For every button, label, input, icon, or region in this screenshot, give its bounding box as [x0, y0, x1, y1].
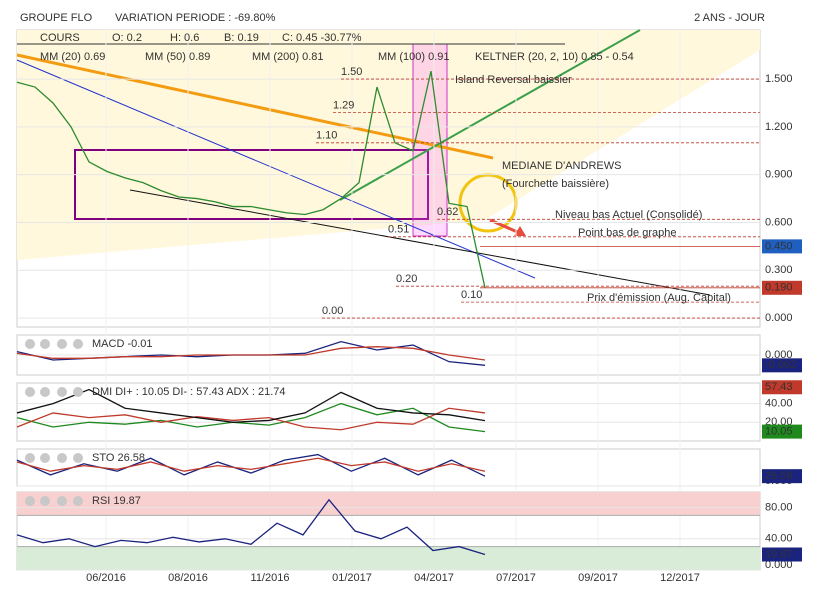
annotation: (Fourchette baissière)	[502, 178, 609, 190]
level-label: 0.62	[437, 206, 458, 218]
y-tick-label: 0.900	[765, 169, 793, 181]
price-flag	[762, 424, 802, 439]
price-flag	[762, 380, 802, 395]
overbought-band	[17, 492, 760, 516]
pitchfork-area	[17, 30, 760, 260]
y-tick-label: 0.000	[765, 312, 793, 324]
legend-item: KELTNER (20, 2, 10) 0.85 - 0.54	[475, 51, 634, 63]
level-label: 1.29	[333, 99, 354, 111]
y-tick-label: 40.00	[765, 397, 793, 409]
line	[16, 388, 486, 423]
panel-icon	[57, 496, 67, 506]
panel-icon	[25, 387, 35, 397]
legend-item: MM (20) 0.69	[40, 51, 105, 63]
y-tick-label: 0.000	[765, 559, 793, 571]
line	[16, 70, 486, 288]
y-tick-label: 0.000	[765, 349, 793, 361]
panel-icon	[25, 339, 35, 349]
line	[16, 346, 486, 361]
annotation: Island Reversal baissier	[455, 74, 572, 86]
trend-line	[339, 29, 641, 201]
y-tick-label: 0.600	[765, 216, 793, 228]
x-tick-label: 11/2016	[251, 572, 290, 584]
panel-icon	[57, 387, 67, 397]
panel-title: RSI 19.87	[92, 495, 141, 507]
price-flag	[762, 358, 802, 373]
panel-icon	[40, 453, 50, 463]
legend-item: COURS	[40, 32, 80, 44]
line	[16, 457, 486, 472]
price-flag-label: 0.450	[765, 240, 793, 252]
price-flag	[762, 239, 802, 254]
range-box	[74, 149, 429, 220]
price-flag-label: 0.190	[765, 282, 793, 294]
legend-item: MM (200) 0.81	[252, 51, 324, 63]
trend-line	[129, 189, 711, 296]
panel-icon	[73, 496, 83, 506]
y-tick-label: 1.500	[765, 73, 793, 85]
trend-line	[16, 59, 536, 279]
panel-icon	[25, 453, 35, 463]
y-tick-label: 80.00	[765, 502, 793, 514]
price-flag-label: 26.58	[765, 470, 793, 482]
period: 2 ANS - JOUR	[694, 12, 765, 24]
x-tick-label: 06/2016	[86, 572, 126, 584]
oversold-band	[17, 546, 760, 570]
x-tick-label: 08/2016	[168, 572, 208, 584]
line	[16, 407, 486, 431]
panel-icon	[40, 387, 50, 397]
panel-icon	[73, 339, 83, 349]
panel-title: MACD -0.01	[92, 338, 153, 350]
annotation: Point bas de graphe	[578, 227, 676, 239]
price-flag-label: -0.062	[765, 359, 796, 371]
level-label: 0.10	[461, 289, 482, 301]
level-label: 0.20	[396, 273, 417, 285]
title: GROUPE FLO	[20, 12, 93, 24]
level-label: 1.50	[341, 66, 362, 78]
level-label: 1.10	[316, 130, 337, 142]
annotation: Prix d'émission (Aug. Capital)	[587, 292, 731, 304]
arrow-head	[514, 226, 526, 236]
panel-icon	[57, 339, 67, 349]
x-tick-label: 07/2017	[496, 572, 536, 584]
sto-panel	[16, 448, 761, 487]
line	[16, 498, 486, 556]
panel-title: STO 26.58	[92, 452, 145, 464]
price-flag-label: 57.43	[765, 381, 793, 393]
andrews-median	[16, 53, 494, 160]
panel-title: DMI DI+ : 10.05 DI- : 57.43 ADX : 21.74	[92, 386, 286, 398]
dmi-panel	[16, 382, 761, 442]
price-flag	[762, 280, 802, 295]
panel-icon	[73, 387, 83, 397]
legend-item: O: 0.2	[112, 32, 142, 44]
panel-icon	[57, 453, 67, 463]
subtitle: VARIATION PERIODE : -69.80%	[115, 12, 276, 24]
legend-item: MM (100) 0.91	[378, 51, 450, 63]
panel-icon	[73, 453, 83, 463]
x-tick-label: 09/2017	[578, 572, 618, 584]
line	[16, 402, 486, 433]
price-flag	[762, 469, 802, 484]
y-tick-label: 0.300	[765, 264, 793, 276]
panel-icon	[40, 496, 50, 506]
panel-icon	[40, 339, 50, 349]
price-flag	[762, 547, 802, 562]
legend-item: C: 0.45 -30.77%	[282, 32, 362, 44]
x-tick-label: 12/2017	[660, 572, 700, 584]
level-label: 0.00	[322, 305, 343, 317]
legend-item: H: 0.6	[170, 32, 199, 44]
price-flag-label: 10.05	[765, 426, 793, 438]
annotation: MEDIANE D'ANDREWS	[502, 160, 621, 172]
y-tick-label: 1.200	[765, 121, 793, 133]
annotation: Niveau bas Actuel (Consolidé)	[555, 209, 702, 221]
panel-icon	[25, 496, 35, 506]
x-tick-label: 01/2017	[332, 572, 372, 584]
legend-item: B: 0.19	[224, 32, 259, 44]
price-flag-label: 19.87	[765, 548, 793, 560]
x-tick-label: 04/2017	[414, 572, 454, 584]
y-tick-label: 40.00	[765, 533, 793, 545]
level-label: 0.51	[388, 224, 409, 236]
legend-item: MM (50) 0.89	[145, 51, 210, 63]
